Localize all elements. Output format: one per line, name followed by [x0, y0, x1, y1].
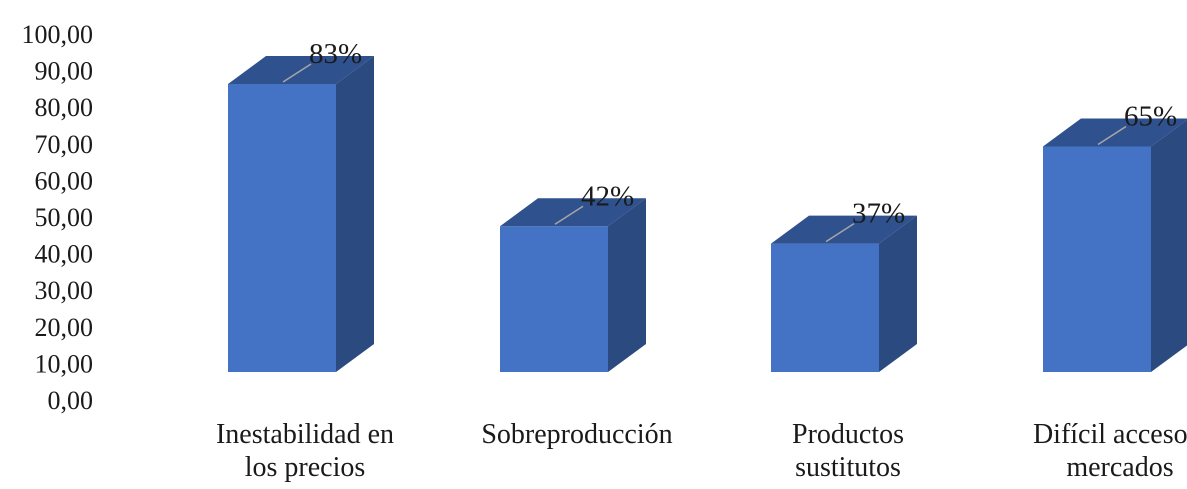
y-axis: 0,00 10,00 20,00 30,00 40,00 50,00 60,00 70,00 8… — [22, 20, 94, 415]
category-label: Difícil acceso amercados — [1033, 419, 1187, 483]
bar-front — [500, 226, 608, 372]
data-label-leader — [825, 222, 855, 243]
data-label-leader — [1097, 125, 1127, 146]
bar-front — [771, 243, 879, 372]
category-label: Productos sustitutos — [792, 419, 904, 483]
bar-side — [608, 198, 646, 372]
y-tick-label: 70,00 — [35, 130, 94, 159]
y-tick-label: 80,00 — [35, 93, 94, 122]
y-tick-label: 0,00 — [48, 386, 94, 415]
y-tick-label: 10,00 — [35, 349, 94, 378]
category-label: Sobreproducción — [481, 419, 672, 450]
data-label: 83% — [309, 38, 362, 70]
y-tick-label: 90,00 — [35, 57, 94, 86]
bar: 83% — [228, 38, 374, 373]
bar-front — [1043, 146, 1151, 372]
bar-side — [336, 55, 374, 373]
bar: 37% — [771, 198, 917, 372]
y-tick-label: 100,00 — [22, 20, 94, 49]
bar-top — [1043, 118, 1187, 147]
y-tick-label: 20,00 — [35, 313, 94, 342]
category-label: Inestabilidad en los precios — [216, 419, 394, 483]
y-tick-label: 50,00 — [35, 203, 94, 232]
data-label-leader — [282, 63, 312, 83]
y-tick-label: 40,00 — [35, 240, 94, 269]
bar-side — [1151, 119, 1187, 372]
data-label: 42% — [581, 180, 634, 212]
bar: 42% — [500, 180, 646, 372]
data-label: 37% — [852, 198, 905, 230]
bar-side — [879, 215, 917, 372]
data-label: 65% — [1124, 100, 1177, 132]
y-tick-label: 30,00 — [35, 276, 94, 305]
category-labels: Inestabilidad en los precios Sobreproducci… — [216, 419, 1187, 483]
bar-front — [228, 83, 336, 373]
bar: 65% — [1043, 100, 1187, 372]
y-tick-label: 60,00 — [35, 166, 94, 195]
bars: 83% 42% 37% 65% — [228, 38, 1187, 373]
data-label-leader — [554, 205, 584, 225]
